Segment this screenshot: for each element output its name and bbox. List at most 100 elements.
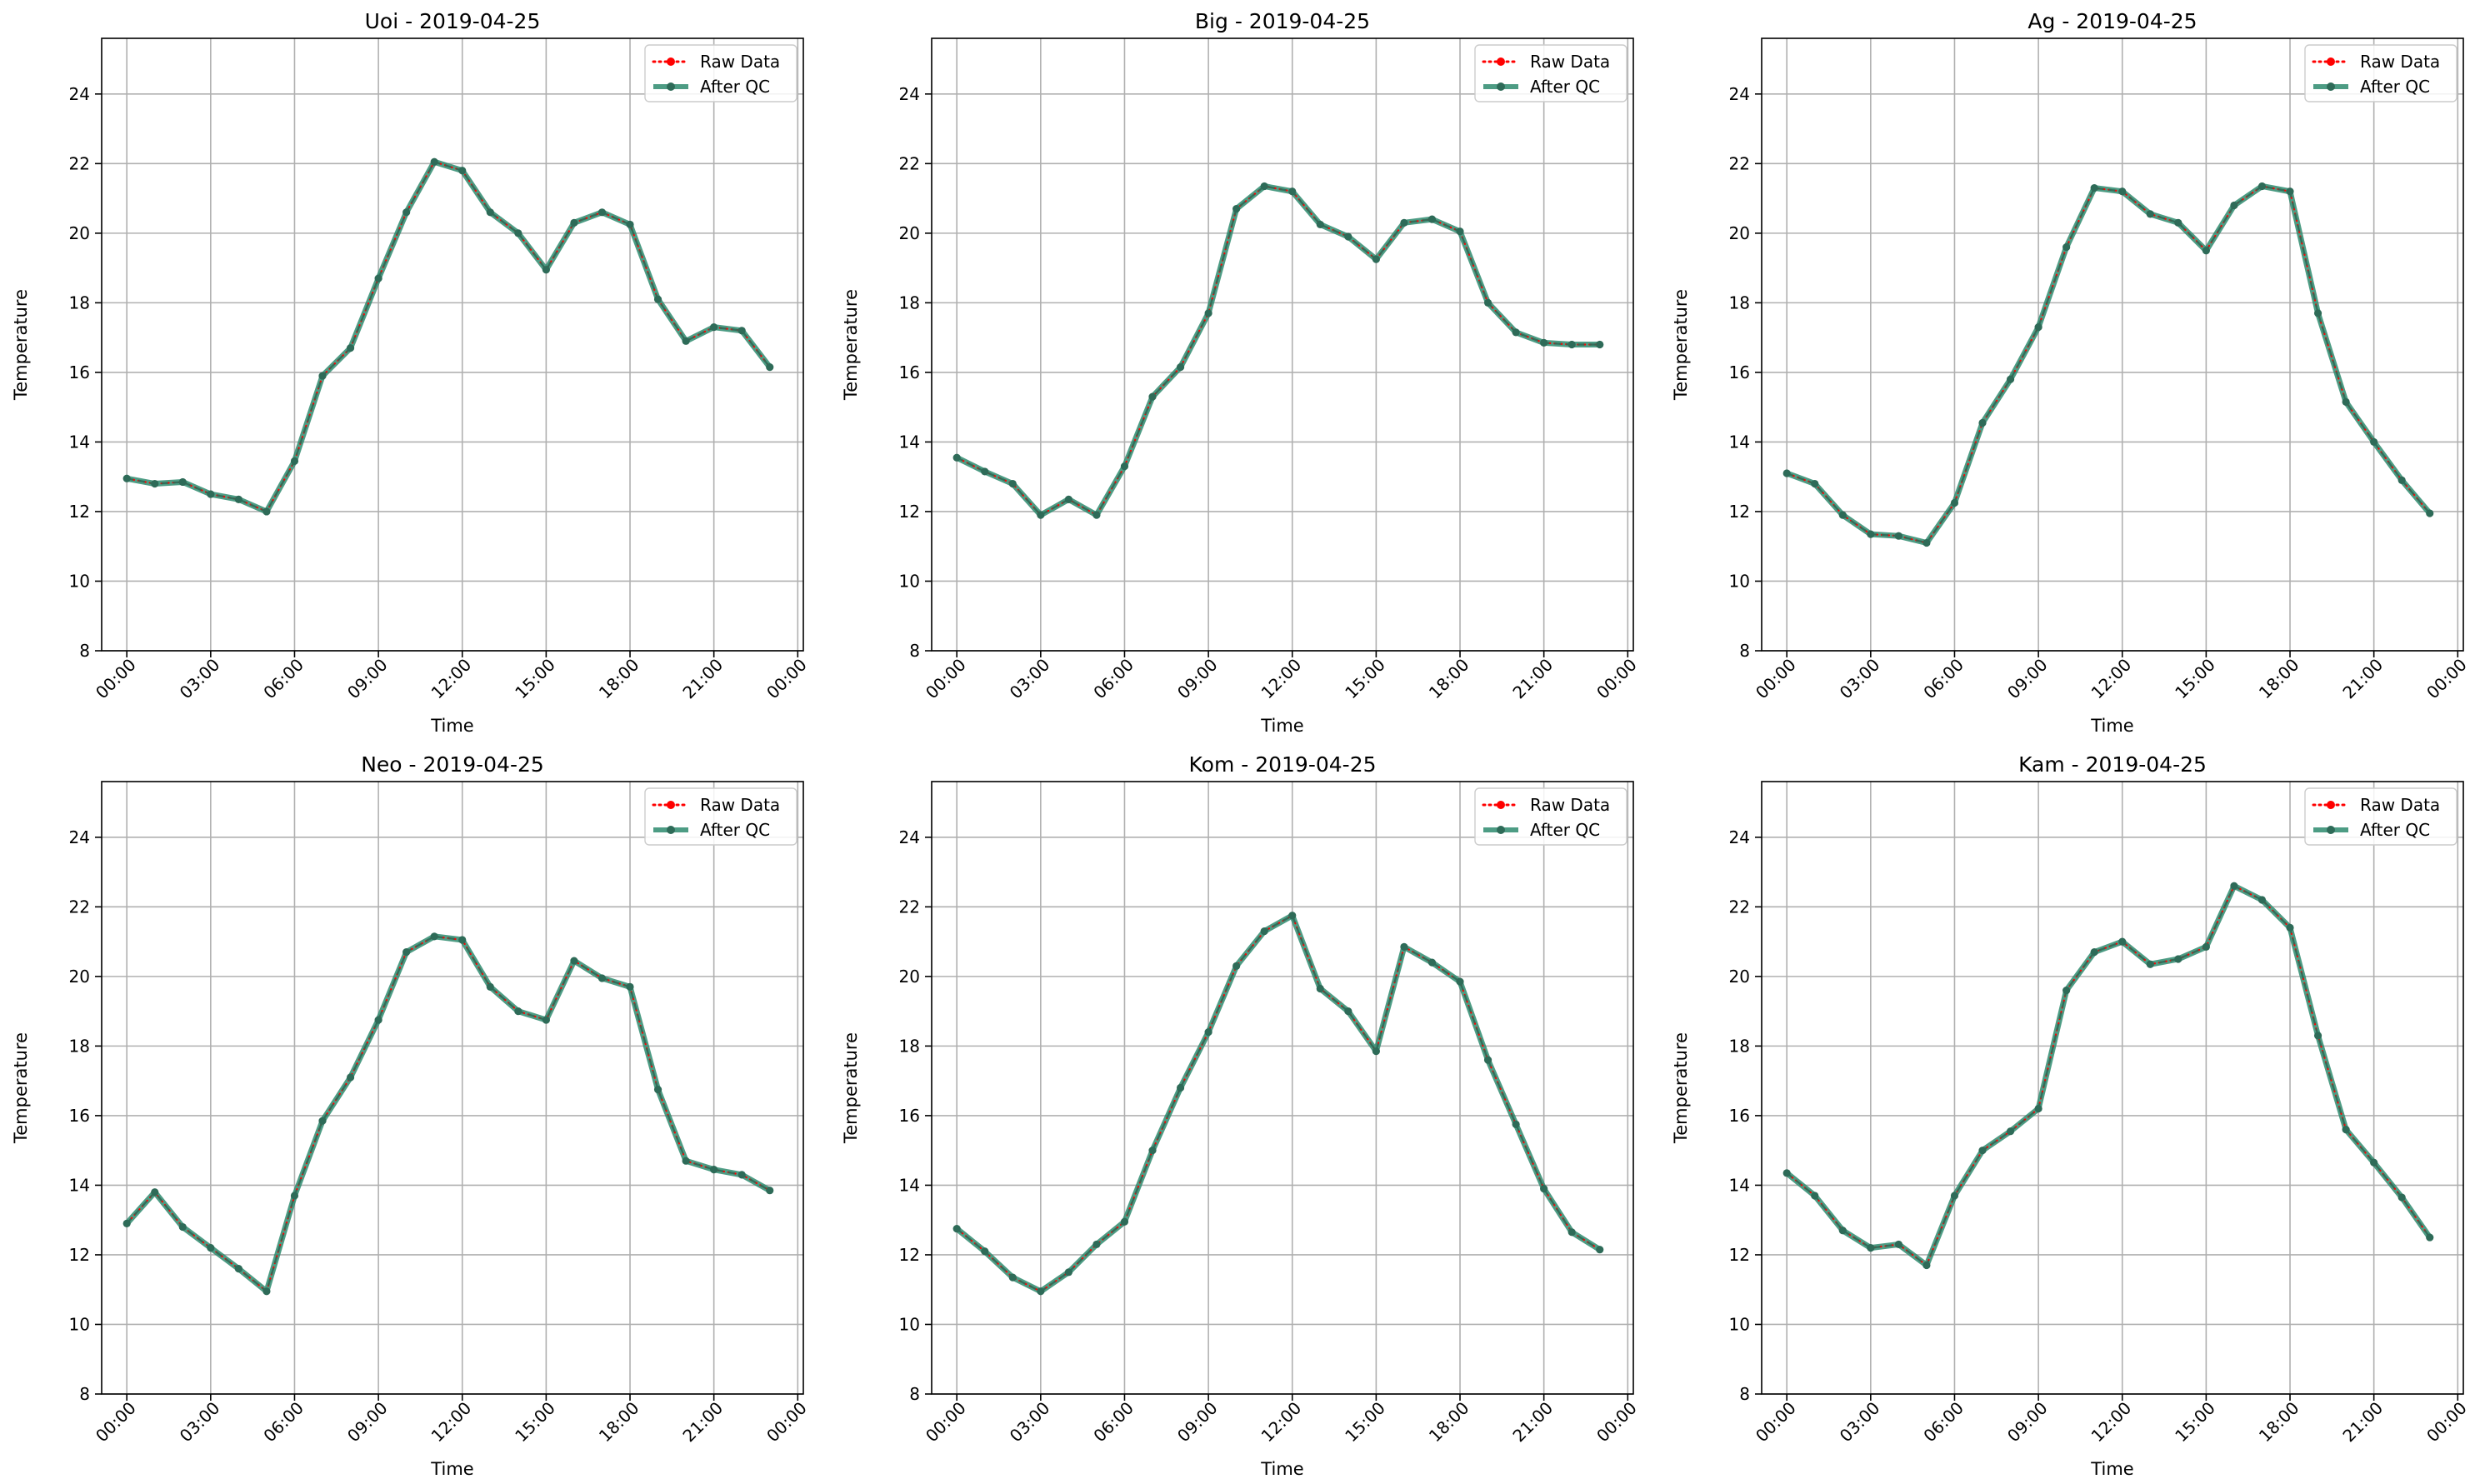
x-tick-label: 06:00 bbox=[259, 1398, 308, 1447]
subplot-3: 8 10 12 14 16 18 20 22 24 00:00 03:00 06:00 09:00 12:… bbox=[1671, 9, 2471, 736]
x-axis-label: Time bbox=[430, 1459, 473, 1479]
data-point bbox=[1288, 912, 1297, 920]
legend: Raw Data After QC bbox=[1474, 44, 1628, 102]
y-tick-label: 20 bbox=[899, 223, 920, 243]
data-point bbox=[2258, 896, 2267, 904]
y-tick-label: 10 bbox=[1729, 571, 1750, 591]
y-tick-label: 10 bbox=[1729, 1314, 1750, 1334]
data-point bbox=[458, 936, 467, 944]
data-point bbox=[1092, 1240, 1101, 1249]
x-tick-label: 00:00 bbox=[92, 1398, 140, 1447]
series-line-after-qc bbox=[123, 933, 773, 1295]
legend: Raw Data After QC bbox=[644, 44, 798, 102]
data-point bbox=[1400, 218, 1408, 227]
data-point bbox=[952, 453, 961, 462]
x-tick-label: 12:00 bbox=[2088, 1398, 2136, 1447]
data-point bbox=[2398, 476, 2406, 484]
legend-marker-raw bbox=[1497, 801, 1505, 809]
data-point bbox=[2174, 218, 2182, 227]
data-point bbox=[2370, 1158, 2378, 1167]
legend: Raw Data After QC bbox=[2304, 44, 2458, 102]
data-point bbox=[262, 1287, 271, 1296]
plot-frame bbox=[101, 37, 804, 652]
data-point bbox=[1008, 479, 1017, 488]
data-point bbox=[2370, 437, 2378, 447]
data-point bbox=[1428, 958, 1437, 967]
series-line-after-qc bbox=[123, 158, 773, 515]
series-line-raw-data bbox=[956, 914, 1601, 1293]
series-line-after-qc bbox=[953, 912, 1603, 1295]
series-line-overlay bbox=[126, 160, 771, 513]
data-point bbox=[2286, 187, 2294, 196]
x-tick-label: 18:00 bbox=[595, 655, 643, 703]
data-point bbox=[402, 948, 411, 957]
series-line-raw-data bbox=[126, 935, 771, 1293]
data-point bbox=[1092, 511, 1101, 519]
data-point bbox=[346, 344, 355, 352]
data-point bbox=[2174, 955, 2182, 963]
data-point bbox=[2258, 182, 2267, 191]
x-tick-label: 21:00 bbox=[2338, 1398, 2387, 1447]
y-tick-label: 16 bbox=[1729, 1106, 1750, 1126]
y-tick-label: 12 bbox=[1729, 502, 1750, 522]
legend-label-qc: After QC bbox=[2360, 77, 2430, 97]
data-point bbox=[710, 1166, 718, 1174]
y-tick-label: 22 bbox=[899, 897, 920, 917]
series-line-overlay bbox=[126, 935, 771, 1293]
data-point bbox=[2230, 201, 2238, 210]
y-tick-label: 14 bbox=[69, 1175, 90, 1195]
data-point bbox=[598, 208, 607, 217]
x-axis-label: Time bbox=[430, 716, 473, 736]
data-point bbox=[207, 490, 215, 498]
data-point bbox=[1483, 1056, 1492, 1064]
y-tick-label: 20 bbox=[1729, 967, 1750, 987]
data-point bbox=[1512, 328, 1520, 337]
x-tick-label: 00:00 bbox=[1592, 1398, 1641, 1447]
y-tick-label: 20 bbox=[69, 967, 90, 987]
y-tick-label: 22 bbox=[69, 153, 90, 173]
y-tick-label: 10 bbox=[69, 571, 90, 591]
data-point bbox=[318, 1117, 327, 1125]
data-point bbox=[2118, 187, 2127, 196]
plot-frame bbox=[1761, 781, 2464, 1395]
x-tick-label: 21:00 bbox=[678, 655, 727, 703]
y-tick-label: 8 bbox=[1739, 641, 1750, 661]
data-point bbox=[738, 1171, 746, 1179]
series-line-after-qc bbox=[953, 182, 1603, 518]
x-axis-label: Time bbox=[1260, 1459, 1303, 1479]
data-point bbox=[981, 467, 989, 476]
data-point bbox=[1540, 1185, 1548, 1193]
y-axis-label: Temperature bbox=[11, 1032, 31, 1144]
data-point bbox=[1037, 511, 1045, 519]
data-point bbox=[1483, 298, 1492, 307]
x-tick-label: 09:00 bbox=[2003, 1398, 2052, 1447]
series-line-overlay bbox=[1786, 185, 2431, 544]
legend-marker-raw bbox=[2327, 57, 2335, 66]
legend-label-raw: Raw Data bbox=[700, 52, 780, 72]
y-tick-label: 12 bbox=[899, 1245, 920, 1265]
x-tick-label: 12:00 bbox=[428, 1398, 476, 1447]
data-point bbox=[981, 1247, 989, 1256]
legend-label-raw: Raw Data bbox=[2360, 52, 2440, 72]
x-tick-label: 03:00 bbox=[1006, 655, 1054, 703]
data-point bbox=[2034, 323, 2042, 332]
data-point bbox=[1456, 227, 1464, 236]
data-point bbox=[2202, 247, 2210, 255]
y-tick-label: 8 bbox=[909, 641, 920, 661]
subplot-title: Ag - 2019-04-25 bbox=[2028, 9, 2197, 33]
data-point bbox=[1811, 479, 1819, 488]
x-tick-label: 12:00 bbox=[428, 655, 476, 703]
data-point bbox=[1782, 1169, 1791, 1177]
data-point bbox=[682, 1157, 690, 1165]
legend-marker-raw bbox=[667, 57, 675, 66]
x-tick-label: 00:00 bbox=[762, 655, 811, 703]
data-point bbox=[766, 1187, 774, 1195]
x-tick-label: 00:00 bbox=[1752, 655, 1800, 703]
plot-frame bbox=[101, 781, 804, 1395]
data-point bbox=[1008, 1273, 1017, 1282]
x-axis-label: Time bbox=[2090, 1459, 2133, 1479]
y-tick-label: 24 bbox=[69, 84, 90, 104]
data-point bbox=[598, 974, 607, 982]
y-tick-label: 14 bbox=[899, 432, 920, 452]
legend-label-qc: After QC bbox=[2360, 820, 2430, 840]
